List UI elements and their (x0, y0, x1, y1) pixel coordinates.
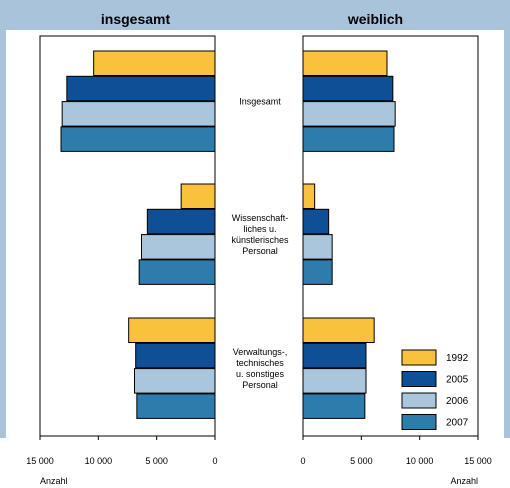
tick-label-left-1: 10 000 (85, 456, 113, 466)
panel-title-left: insgesamt (101, 11, 171, 27)
right-side-band (504, 30, 510, 438)
legend-label-2005: 2005 (446, 375, 469, 386)
legend-label-1992: 1992 (446, 353, 469, 364)
tick-label-left-3: 0 (212, 456, 217, 466)
bar-weiblich-2005-cat2 (302, 342, 367, 369)
tick-label-right-0: 0 (300, 456, 305, 466)
tick-label-right-3: 15 000 (464, 456, 492, 466)
bar-weiblich-2007-cat0 (302, 126, 395, 152)
legend-label-2007: 2007 (446, 418, 469, 429)
bar-insgesamt-2007-cat0 (60, 126, 216, 152)
bar-weiblich-1992-cat2 (302, 317, 375, 343)
bar-insgesamt-2006-cat1 (141, 234, 216, 260)
bar-insgesamt-1992-cat0 (93, 50, 216, 76)
bar-weiblich-2005-cat1 (302, 208, 330, 235)
header-band (0, 0, 510, 30)
legend-label-2006: 2006 (446, 396, 469, 407)
bar-weiblich-2007-cat2 (302, 393, 366, 419)
unit-label-right: Anzahl (450, 476, 478, 486)
bar-weiblich-2007-cat1 (302, 259, 333, 285)
bar-weiblich-2006-cat2 (302, 368, 367, 394)
tick-label-right-1: 5 000 (350, 456, 373, 466)
unit-label-left: Anzahl (40, 476, 68, 486)
panel-title-right: weiblich (347, 11, 403, 27)
bar-insgesamt-2005-cat2 (135, 342, 216, 369)
legend-swatch-2006 (401, 392, 437, 409)
bar-weiblich-2005-cat0 (302, 75, 394, 102)
bar-insgesamt-2006-cat0 (61, 101, 216, 127)
bar-insgesamt-1992-cat2 (128, 317, 216, 343)
bar-insgesamt-2007-cat2 (136, 393, 216, 419)
tick-label-left-0: 15 000 (26, 456, 54, 466)
category-label-1: Wissenschaft-liches u. künstlerisches Pers… (231, 213, 289, 256)
left-side-band (0, 30, 6, 438)
tick-label-left-2: 5 000 (145, 456, 168, 466)
legend-swatch-1992 (401, 349, 437, 366)
legend-swatch-2007 (401, 414, 437, 430)
category-label-0: Insgesamt (239, 97, 281, 107)
category-label-2: Verwaltungs-, technisches u. sonstiges Pers… (233, 347, 288, 390)
bar-insgesamt-2005-cat0 (66, 75, 216, 102)
bar-weiblich-1992-cat1 (302, 183, 316, 209)
legend-swatch-2005 (401, 371, 437, 387)
bar-insgesamt-2007-cat1 (138, 259, 216, 285)
bar-weiblich-2006-cat1 (302, 234, 333, 260)
bar-insgesamt-2006-cat2 (134, 368, 216, 394)
bar-weiblich-2006-cat0 (302, 101, 396, 127)
bar-insgesamt-2005-cat1 (146, 208, 216, 235)
bar-weiblich-1992-cat0 (302, 50, 388, 76)
bar-insgesamt-1992-cat1 (180, 183, 216, 209)
tick-label-right-2: 10 000 (406, 456, 434, 466)
